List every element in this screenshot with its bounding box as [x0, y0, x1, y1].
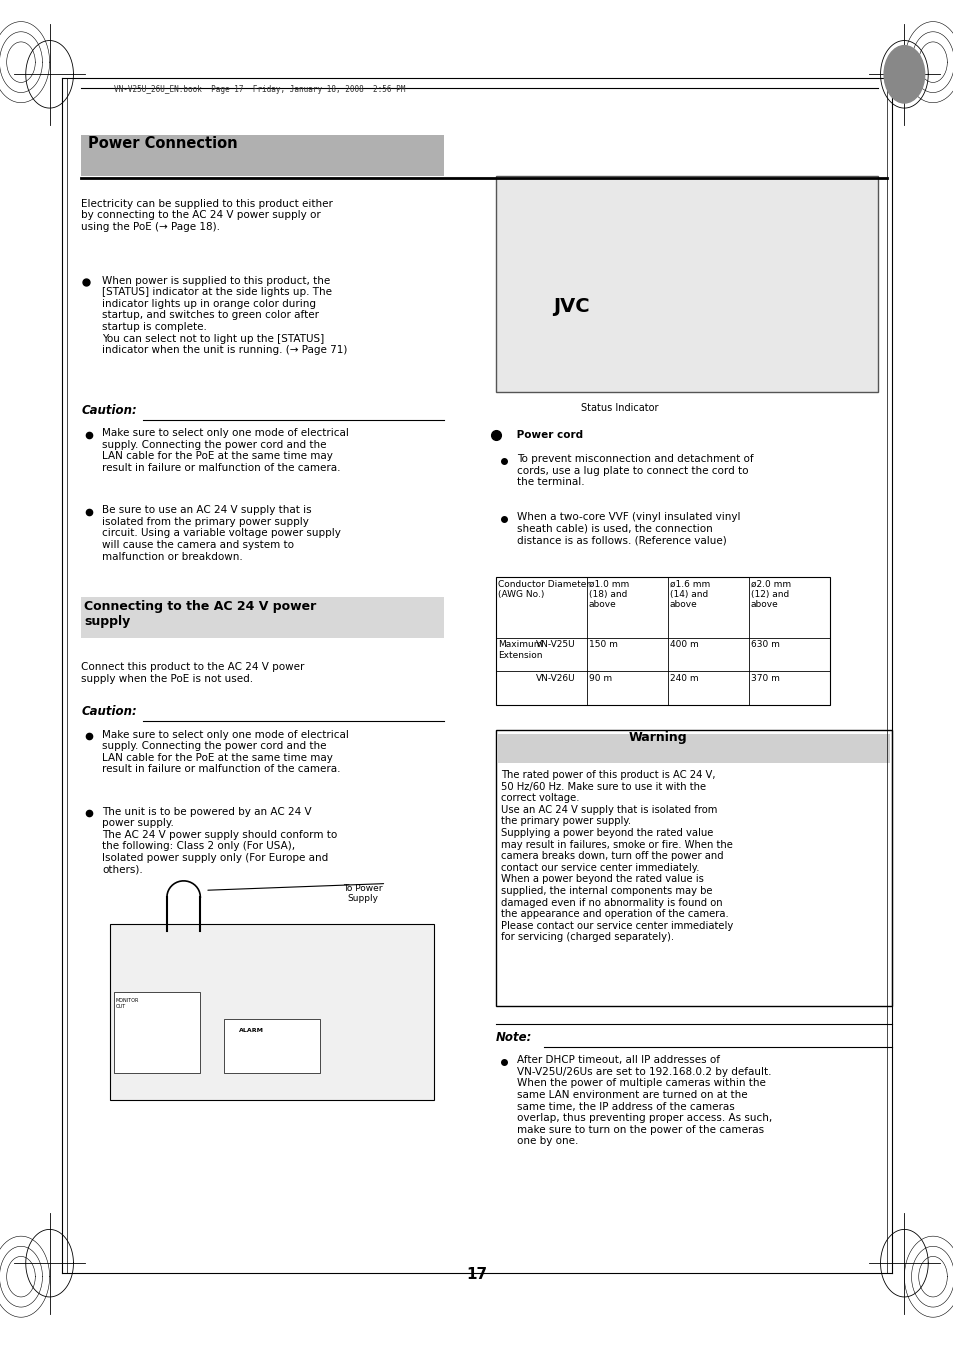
Text: ø2.0 mm
(12) and
above: ø2.0 mm (12) and above	[750, 580, 790, 609]
Text: Power cord: Power cord	[513, 430, 583, 439]
Text: To Power
Supply: To Power Supply	[342, 884, 382, 902]
Text: Power Connection: Power Connection	[88, 136, 237, 151]
Text: ALARM: ALARM	[238, 1028, 263, 1034]
FancyBboxPatch shape	[224, 1019, 319, 1073]
Text: Connect this product to the AC 24 V power
supply when the PoE is not used.: Connect this product to the AC 24 V powe…	[81, 662, 304, 684]
FancyBboxPatch shape	[496, 577, 829, 705]
FancyBboxPatch shape	[497, 734, 889, 763]
Text: The unit is to be powered by an AC 24 V
power supply.
The AC 24 V power supply s: The unit is to be powered by an AC 24 V …	[102, 807, 337, 874]
Text: Caution:: Caution:	[81, 404, 136, 417]
Text: When power is supplied to this product, the
[STATUS] indicator at the side light: When power is supplied to this product, …	[102, 276, 347, 355]
Text: After DHCP timeout, all IP addresses of
VN-V25U/26Us are set to 192.168.0.2 by d: After DHCP timeout, all IP addresses of …	[517, 1055, 772, 1147]
Text: 370 m: 370 m	[750, 674, 779, 684]
Text: Connecting to the AC 24 V power
supply: Connecting to the AC 24 V power supply	[84, 600, 315, 628]
Text: MONITOR
OUT: MONITOR OUT	[115, 998, 139, 1009]
FancyBboxPatch shape	[110, 924, 434, 1100]
FancyBboxPatch shape	[81, 597, 443, 638]
Text: Make sure to select only one mode of electrical
supply. Connecting the power cor: Make sure to select only one mode of ele…	[102, 428, 349, 473]
FancyBboxPatch shape	[496, 730, 891, 1006]
Text: VN-V26U: VN-V26U	[536, 674, 576, 684]
FancyBboxPatch shape	[81, 135, 443, 176]
Text: The rated power of this product is AC 24 V,
50 Hz/60 Hz. Make sure to use it wit: The rated power of this product is AC 24…	[500, 770, 732, 943]
Text: 17: 17	[466, 1267, 487, 1282]
Text: Note:: Note:	[496, 1031, 532, 1044]
Text: Make sure to select only one mode of electrical
supply. Connecting the power cor: Make sure to select only one mode of ele…	[102, 730, 349, 774]
FancyBboxPatch shape	[496, 176, 877, 392]
Text: VN-V25U: VN-V25U	[536, 640, 576, 650]
Text: 150 m: 150 m	[588, 640, 617, 650]
Text: Conductor Diameter
(AWG No.): Conductor Diameter (AWG No.)	[497, 580, 590, 598]
Text: Caution:: Caution:	[81, 705, 136, 719]
Text: Be sure to use an AC 24 V supply that is
isolated from the primary power supply
: Be sure to use an AC 24 V supply that is…	[102, 505, 340, 562]
Text: 90 m: 90 m	[588, 674, 611, 684]
Text: 630 m: 630 m	[750, 640, 779, 650]
FancyBboxPatch shape	[114, 992, 200, 1073]
Text: VN-V25U_26U_EN.book  Page 17  Friday, January 18, 2008  2:56 PM: VN-V25U_26U_EN.book Page 17 Friday, Janu…	[114, 85, 405, 95]
Text: When a two-core VVF (vinyl insulated vinyl
sheath cable) is used, the connection: When a two-core VVF (vinyl insulated vin…	[517, 512, 740, 546]
Text: Warning: Warning	[628, 731, 687, 744]
Text: Electricity can be supplied to this product either
by connecting to the AC 24 V : Electricity can be supplied to this prod…	[81, 199, 333, 232]
Text: 240 m: 240 m	[669, 674, 698, 684]
Text: 400 m: 400 m	[669, 640, 698, 650]
Text: ø1.0 mm
(18) and
above: ø1.0 mm (18) and above	[588, 580, 628, 609]
Text: Maximum
Extension: Maximum Extension	[497, 640, 542, 659]
Text: Status Indicator: Status Indicator	[580, 403, 659, 412]
Text: To prevent misconnection and detachment of
cords, use a lug plate to connect the: To prevent misconnection and detachment …	[517, 454, 753, 488]
Text: JVC: JVC	[553, 297, 589, 316]
Text: ø1.6 mm
(14) and
above: ø1.6 mm (14) and above	[669, 580, 709, 609]
Circle shape	[883, 46, 923, 103]
